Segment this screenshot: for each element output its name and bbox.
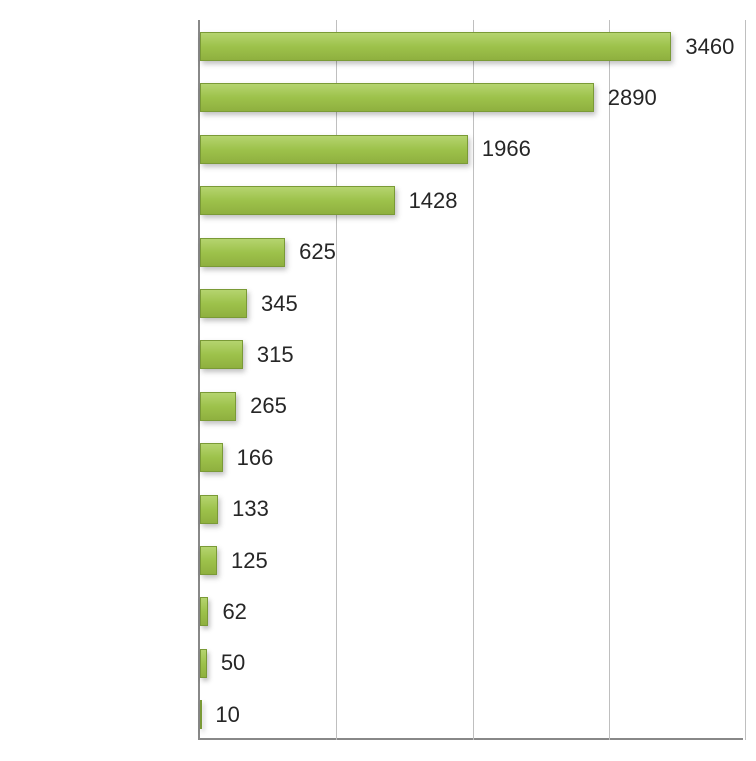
bar	[200, 32, 671, 61]
bar	[200, 700, 202, 729]
value-label: 2890	[608, 85, 657, 111]
gridline	[745, 20, 746, 740]
value-label: 315	[257, 342, 294, 368]
bar	[200, 546, 217, 575]
value-label: 50	[221, 650, 245, 676]
value-label: 1966	[482, 136, 531, 162]
value-label: 10	[215, 702, 239, 728]
plot-area: 3460 2890 1966 1428 625345 315 265 166 133 125 62 5…	[198, 20, 743, 740]
value-label: 125	[231, 548, 268, 574]
value-label: 62	[222, 599, 246, 625]
gridline	[336, 20, 337, 740]
value-label: 3460	[685, 34, 734, 60]
value-label: 265	[250, 393, 287, 419]
bar	[200, 597, 208, 626]
bar	[200, 135, 468, 164]
bar	[200, 238, 285, 267]
value-label: 166	[237, 445, 274, 471]
bar	[200, 83, 594, 112]
bar-chart: 3460 2890 1966 1428 625345 315 265 166 133 125 62 5…	[198, 20, 743, 740]
value-label: 133	[232, 496, 269, 522]
value-label: 625	[299, 239, 336, 265]
gridline	[609, 20, 610, 740]
bar	[200, 340, 243, 369]
bar	[200, 495, 218, 524]
value-label: 1428	[409, 188, 458, 214]
bar	[200, 186, 395, 215]
bar	[200, 443, 223, 472]
gridline	[473, 20, 474, 740]
bar	[200, 289, 247, 318]
bar	[200, 649, 207, 678]
value-label: 345	[261, 291, 298, 317]
bar	[200, 392, 236, 421]
